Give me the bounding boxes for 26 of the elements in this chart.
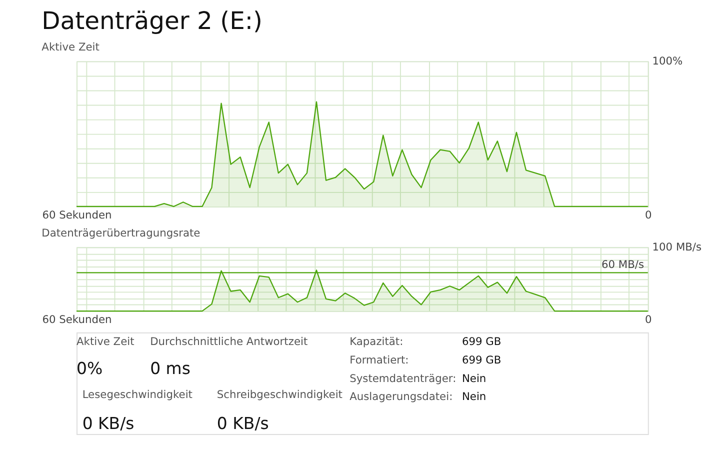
chart-title: Datenträger 2 (E:)	[42, 7, 262, 36]
text: Auslagerungsdatei:	[350, 390, 453, 404]
text: 699 GB	[462, 353, 502, 366]
text: Durchschnittliche Antwortzeit	[150, 334, 308, 348]
text: 0 KB/s	[216, 414, 269, 434]
text: Lesegeschwindigkeit	[82, 388, 192, 402]
text: Aktive Zeit	[76, 334, 134, 348]
x-tick-label: 60 Sekunden	[42, 208, 112, 222]
x-tick-label: 60 Sekunden	[42, 313, 112, 326]
text: Nein	[462, 390, 486, 404]
y-tick-label: 100%	[652, 54, 683, 68]
text: Formatiert:	[350, 353, 409, 366]
text: 0 KB/s	[82, 414, 134, 434]
x-tick-label: 0	[644, 313, 652, 326]
text: 699 GB	[462, 334, 502, 348]
ref-line-label: 60 MB/s	[601, 258, 644, 271]
text: Schreibgeschwindigkeit	[216, 388, 342, 402]
text: Kapazität:	[350, 334, 404, 348]
text: Nein	[462, 372, 486, 385]
y-tick-label: 100 MB/s	[652, 240, 702, 254]
chart-title: Datenträgerübertragungsrate	[42, 226, 200, 240]
chart-subtitle: Aktive Zeit	[42, 40, 100, 54]
text: Systemdatenträger:	[350, 372, 456, 385]
text: 0%	[76, 359, 103, 378]
text: 0 ms	[150, 359, 190, 378]
x-tick-label: 0	[644, 208, 652, 222]
